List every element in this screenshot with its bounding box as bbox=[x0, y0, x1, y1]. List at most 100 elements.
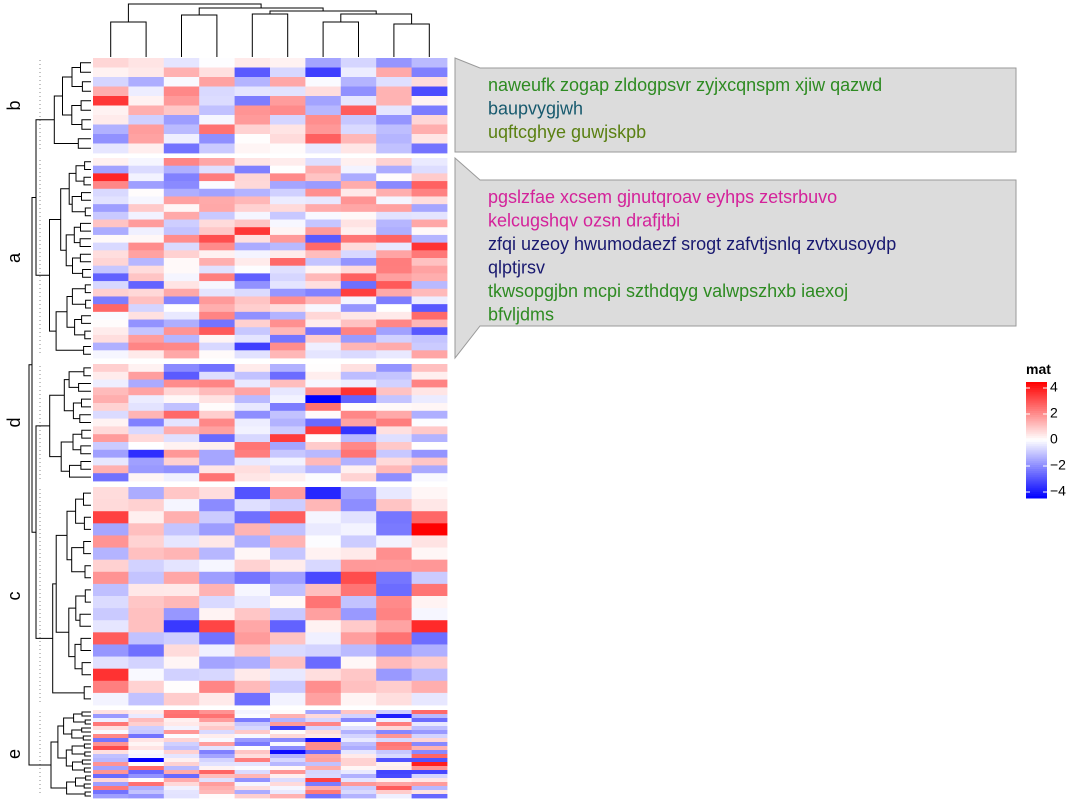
heatmap-cell bbox=[234, 273, 271, 282]
heatmap-cell bbox=[305, 449, 342, 458]
heatmap-cell bbox=[270, 668, 306, 682]
heatmap-cell bbox=[128, 434, 165, 443]
legend-gradient-step bbox=[1026, 447, 1047, 451]
heatmap-cell bbox=[340, 350, 377, 359]
heatmap-cell bbox=[163, 730, 200, 735]
heatmap-cell bbox=[411, 265, 448, 274]
heatmap-cell bbox=[199, 770, 235, 775]
heatmap-cell bbox=[93, 410, 129, 419]
heatmap-cell bbox=[376, 379, 412, 388]
heatmap-cell bbox=[93, 158, 129, 167]
heatmap-cell bbox=[163, 181, 200, 190]
heatmap-cell bbox=[128, 173, 165, 182]
heatmap-cell bbox=[340, 426, 377, 435]
column-dendrogram-link bbox=[322, 21, 359, 57]
heatmap-cell bbox=[270, 499, 306, 512]
heatmap-cell bbox=[340, 794, 377, 799]
heatmap-cell bbox=[93, 608, 129, 621]
heatmap-cell bbox=[199, 364, 235, 373]
row-dendrogram-link bbox=[49, 394, 65, 458]
heatmap-cell bbox=[411, 371, 448, 380]
row-dendrogram-link bbox=[81, 315, 91, 324]
legend-gradient-step bbox=[1026, 438, 1047, 441]
heatmap-cell bbox=[340, 632, 377, 645]
heatmap-cell bbox=[305, 680, 342, 694]
heatmap-cell bbox=[376, 342, 412, 351]
heatmap-cell bbox=[411, 766, 448, 771]
heatmap-cell bbox=[340, 434, 377, 443]
legend-gradient-step bbox=[1026, 416, 1047, 420]
heatmap-cell bbox=[128, 774, 165, 779]
row-dendrogram-link bbox=[80, 222, 91, 232]
heatmap-cell bbox=[270, 242, 306, 251]
heatmap-cell bbox=[305, 746, 342, 751]
heatmap-cell bbox=[234, 188, 271, 197]
heatmap-cell bbox=[270, 281, 306, 290]
row-dendrogram-link bbox=[57, 725, 67, 759]
heatmap-cell bbox=[234, 758, 271, 763]
heatmap-cell bbox=[199, 173, 235, 182]
heatmap-cell bbox=[411, 204, 448, 213]
heatmap-cell bbox=[163, 234, 200, 244]
heatmap-cell bbox=[199, 227, 235, 236]
heatmap-cell bbox=[234, 143, 271, 154]
heatmap-cell bbox=[305, 465, 342, 474]
heatmap-cell bbox=[411, 296, 448, 305]
heatmap-cell bbox=[270, 644, 306, 657]
heatmap-cell bbox=[340, 770, 377, 775]
heatmap-cell bbox=[270, 115, 306, 125]
heatmap-cell bbox=[305, 442, 342, 451]
heatmap-cell bbox=[234, 457, 271, 466]
heatmap-cell bbox=[305, 105, 342, 116]
heatmap-cell bbox=[128, 379, 165, 388]
heatmap-cell bbox=[163, 204, 200, 213]
row-dendrogram-link bbox=[83, 492, 91, 506]
legend-gradient-step bbox=[1026, 411, 1047, 414]
heatmap-cell bbox=[199, 714, 235, 719]
heatmap-cell bbox=[234, 774, 271, 779]
heatmap-cell bbox=[270, 632, 306, 645]
heatmap-cell bbox=[234, 258, 271, 267]
heatmap-cell bbox=[93, 371, 129, 380]
heatmap-cell bbox=[411, 778, 448, 783]
heatmap-cell bbox=[411, 273, 448, 282]
heatmap-cell bbox=[234, 465, 271, 474]
heatmap-cell bbox=[93, 96, 129, 106]
heatmap-cell bbox=[411, 77, 448, 87]
heatmap-cell bbox=[199, 418, 235, 427]
heatmap-cell bbox=[270, 465, 306, 474]
heatmap-cell bbox=[128, 67, 165, 78]
heatmap-cell bbox=[234, 511, 271, 524]
heatmap-cell bbox=[376, 710, 412, 715]
heatmap-cell bbox=[163, 281, 200, 290]
heatmap-cell bbox=[163, 188, 200, 197]
heatmap-cell bbox=[163, 96, 200, 106]
heatmap-cell bbox=[234, 608, 271, 621]
heatmap-cell bbox=[411, 571, 448, 585]
heatmap-cell bbox=[411, 782, 448, 787]
row-dendrogram-link bbox=[83, 686, 91, 700]
heatmap-cell bbox=[340, 766, 377, 771]
row-split-label-e: e bbox=[4, 749, 24, 759]
heatmap-cell bbox=[270, 762, 306, 767]
heatmap-cell bbox=[340, 559, 377, 573]
heatmap-cell bbox=[376, 304, 412, 313]
heatmap-cell bbox=[376, 165, 412, 174]
heatmap-cell bbox=[411, 692, 448, 706]
heatmap-cell bbox=[163, 774, 200, 779]
heatmap-cell bbox=[340, 219, 377, 228]
heatmap-cell bbox=[376, 465, 412, 474]
heatmap-cell bbox=[128, 668, 165, 682]
heatmap-cell bbox=[411, 134, 448, 144]
row-split-label-b: b bbox=[4, 100, 24, 110]
heatmap-cell bbox=[340, 786, 377, 791]
heatmap-cell bbox=[199, 680, 235, 694]
heatmap-cell bbox=[270, 403, 306, 412]
heatmap-cell bbox=[305, 227, 342, 236]
heatmap-cell bbox=[340, 656, 377, 670]
heatmap-cell bbox=[234, 124, 271, 135]
heatmap-cell bbox=[163, 410, 200, 419]
row-dendrogram-link bbox=[83, 783, 91, 789]
row-dendrogram-link bbox=[81, 759, 91, 765]
heatmap-cell bbox=[305, 434, 342, 443]
